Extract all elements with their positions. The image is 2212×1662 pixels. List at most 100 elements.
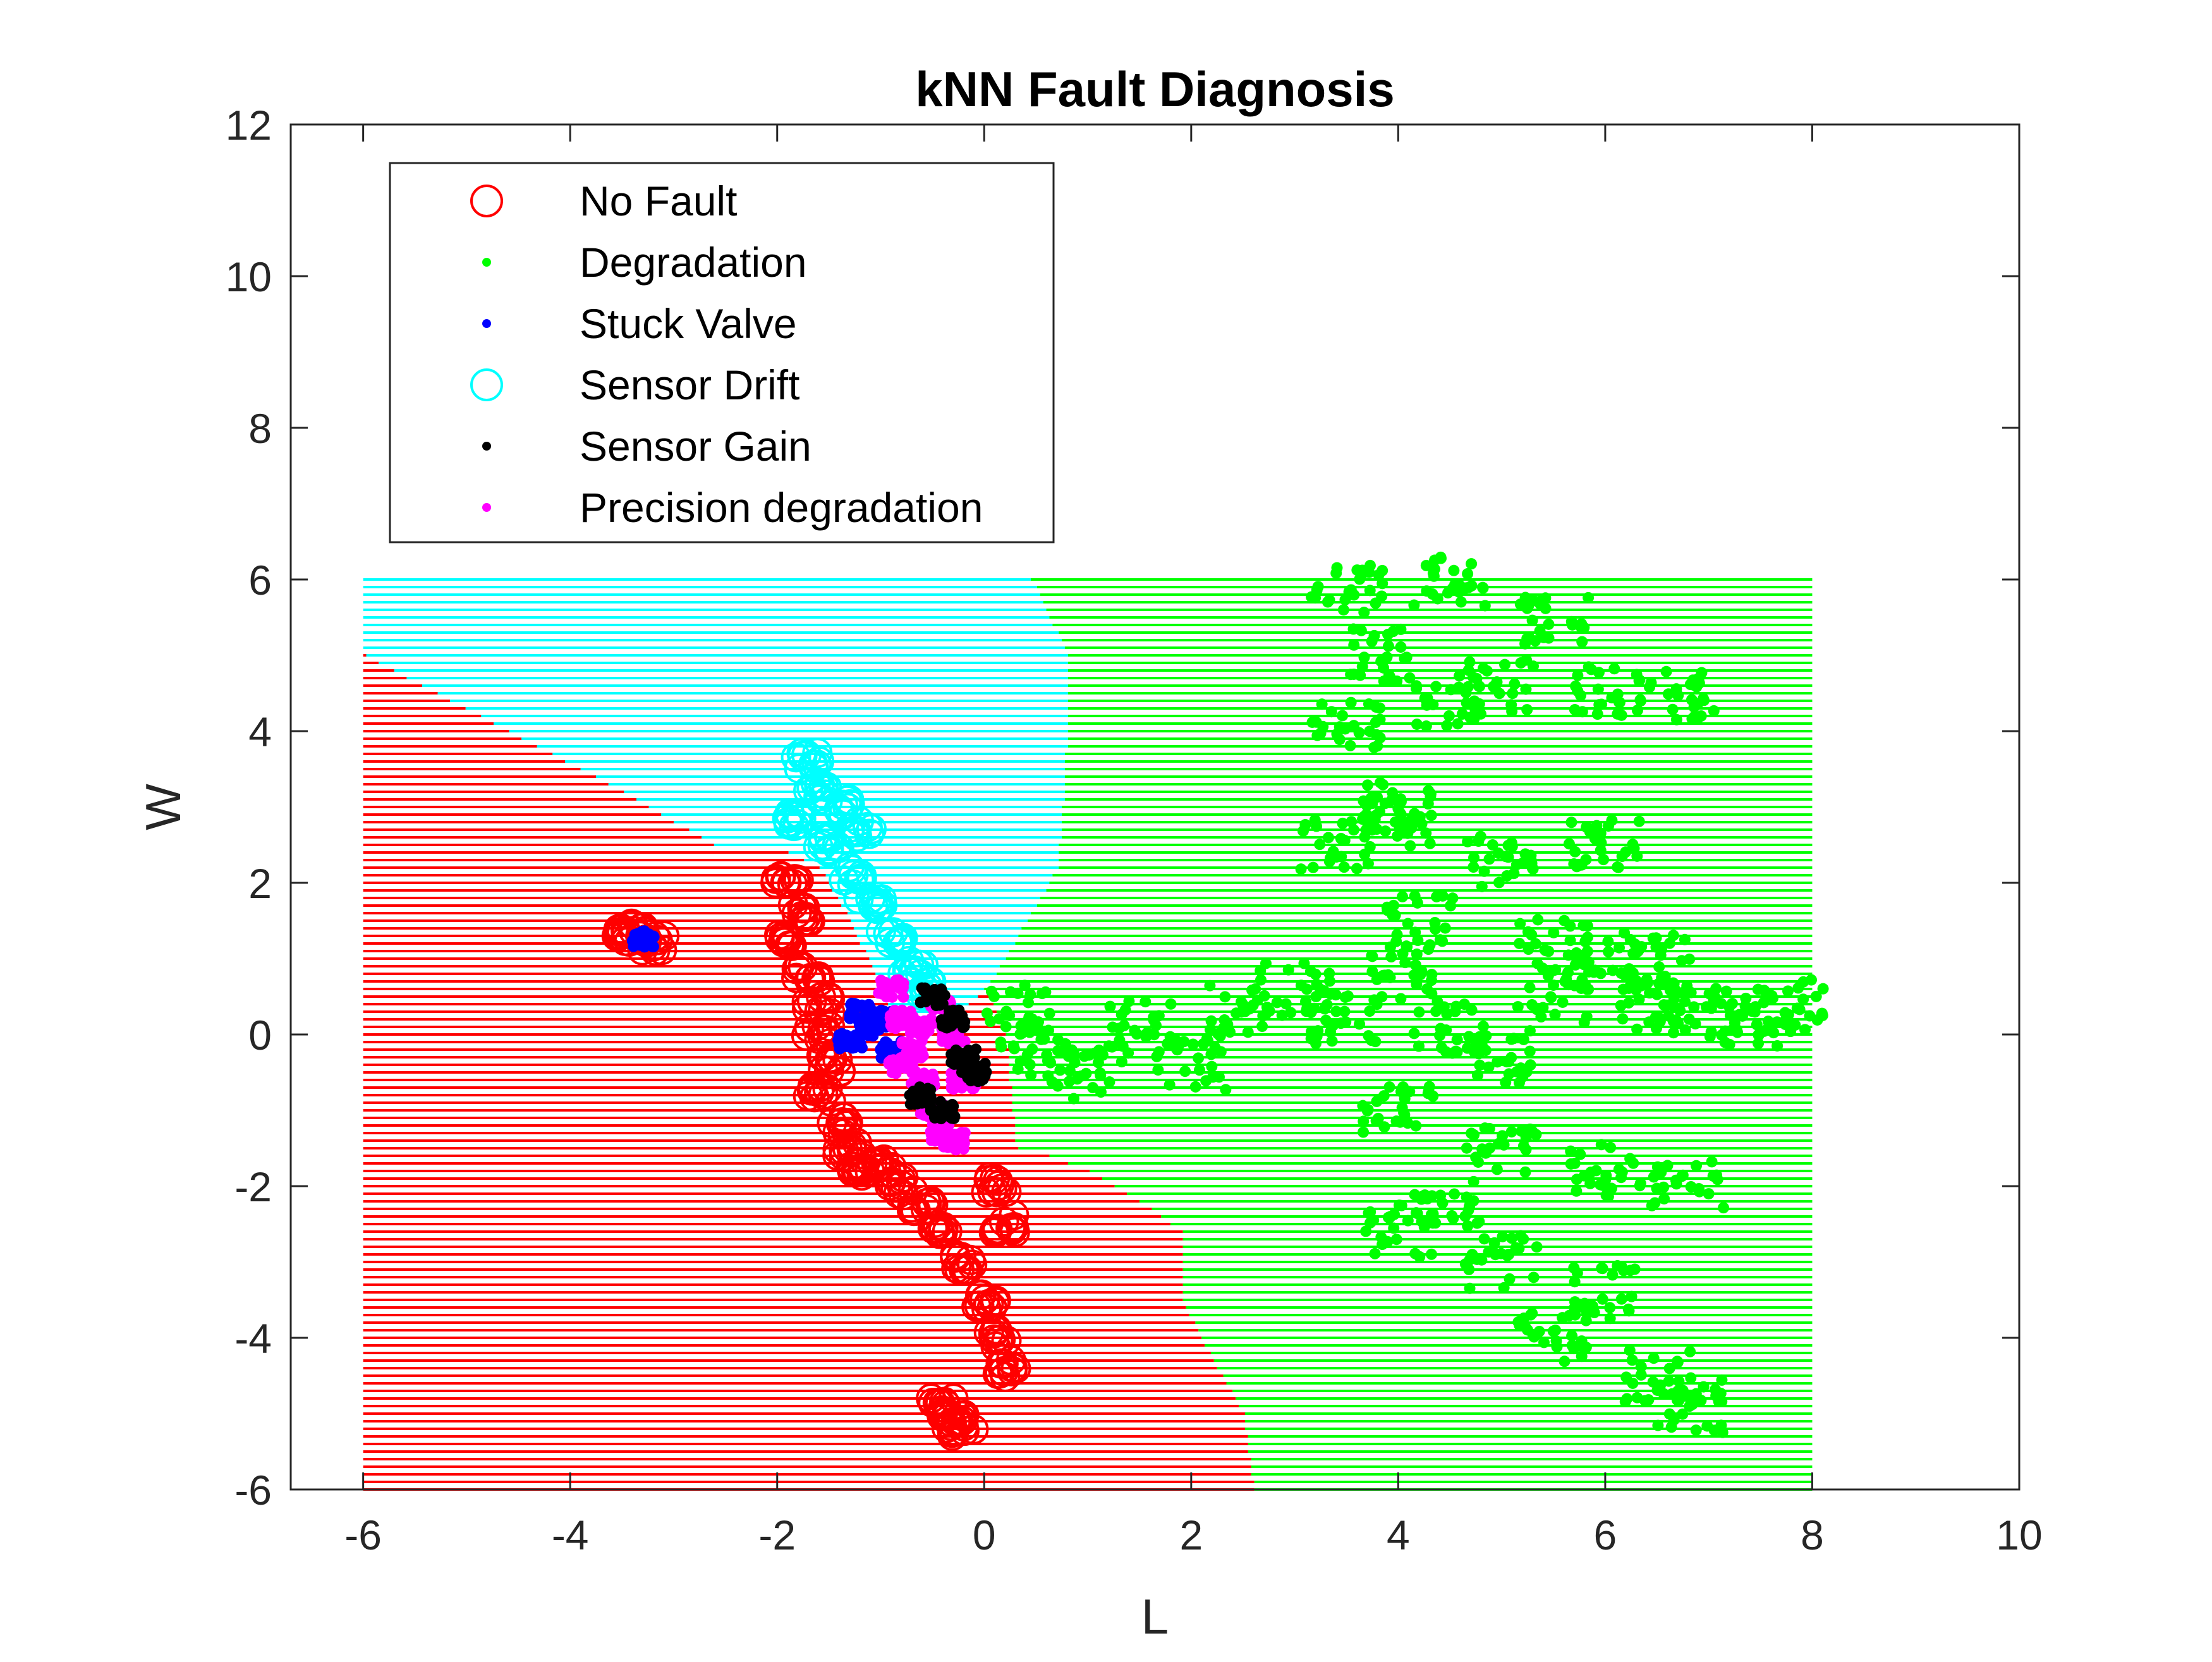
data-point: [977, 1073, 989, 1085]
data-point: [1310, 968, 1322, 980]
data-point: [1093, 1044, 1105, 1056]
data-point: [1771, 1040, 1784, 1052]
data-point: [1069, 1057, 1081, 1069]
data-point: [1351, 863, 1363, 875]
data-point: [941, 1253, 972, 1283]
data-point: [1549, 1009, 1561, 1021]
data-point: [1577, 1341, 1589, 1353]
data-point: [1379, 798, 1391, 810]
legend-marker-dot: [482, 319, 491, 328]
data-point: [1402, 1215, 1414, 1227]
x-tick-label: 8: [1801, 1512, 1824, 1558]
data-point: [1399, 652, 1411, 664]
data-point: [1720, 985, 1732, 997]
data-point: [1000, 1021, 1012, 1033]
data-point: [1385, 951, 1397, 963]
data-point: [1471, 1069, 1483, 1081]
data-point: [1509, 678, 1521, 690]
data-point: [1526, 999, 1538, 1011]
data-point: [1179, 1065, 1191, 1077]
data-point: [1626, 1354, 1638, 1366]
data-point: [1356, 660, 1368, 672]
data-point: [940, 1406, 971, 1437]
data-point: [767, 926, 798, 957]
data-point: [1679, 1024, 1691, 1036]
data-point: [1383, 1081, 1395, 1093]
data-point: [1595, 1179, 1607, 1191]
data-point: [957, 1249, 988, 1280]
data-point: [1435, 551, 1447, 563]
data-point: [1660, 665, 1672, 677]
data-point: [1029, 1019, 1041, 1031]
data-point: [783, 950, 814, 981]
data-point: [1424, 837, 1436, 849]
data-point: [924, 1095, 936, 1107]
data-point: [1514, 937, 1526, 949]
data-point: [888, 1162, 919, 1193]
data-point: [1691, 1160, 1703, 1172]
data-point: [1557, 996, 1569, 1008]
data-point: [1531, 1241, 1543, 1253]
data-point: [1662, 688, 1674, 700]
x-tick-label: 6: [1594, 1512, 1617, 1558]
data-point: [1658, 1181, 1670, 1193]
data-point: [1643, 1394, 1655, 1406]
data-point: [794, 1012, 825, 1043]
data-point: [1520, 1144, 1532, 1156]
data-point: [1580, 982, 1592, 994]
data-point: [1334, 721, 1346, 733]
data-point: [1140, 1031, 1152, 1043]
data-point: [1461, 1142, 1473, 1154]
data-point: [954, 1014, 966, 1026]
data-point: [1608, 663, 1620, 675]
data-point: [1492, 847, 1504, 859]
data-point: [1035, 1033, 1047, 1045]
data-point: [1012, 987, 1024, 999]
data-point: [1401, 941, 1413, 953]
data-point: [1653, 961, 1665, 973]
data-point: [1055, 1046, 1067, 1058]
data-point: [1280, 998, 1292, 1010]
data-point: [1323, 975, 1335, 987]
data-point: [1306, 716, 1318, 728]
data-point: [1298, 957, 1310, 969]
data-point: [1408, 599, 1420, 611]
data-point: [1500, 1076, 1512, 1088]
data-point: [1685, 1372, 1697, 1384]
data-point: [1635, 1369, 1647, 1381]
data-point: [1200, 1075, 1212, 1087]
data-point: [1668, 1001, 1680, 1013]
data-point: [1581, 1010, 1593, 1022]
data-point: [1483, 1246, 1495, 1258]
data-point: [1524, 1025, 1536, 1037]
data-point: [927, 1401, 957, 1432]
x-tick-label: -6: [344, 1512, 382, 1558]
data-point: [1476, 880, 1488, 892]
data-point: [1634, 674, 1646, 686]
data-point: [1479, 600, 1491, 612]
data-point: [1695, 1394, 1707, 1406]
data-point: [1364, 585, 1376, 597]
data-point: [1686, 1398, 1698, 1410]
data-point: [794, 906, 825, 937]
legend-label: Sensor Drift: [580, 361, 799, 408]
data-point: [1595, 827, 1607, 839]
x-tick-label: -4: [552, 1512, 589, 1558]
data-point: [1193, 1064, 1205, 1076]
y-tick-label: 2: [248, 860, 272, 907]
data-point: [1498, 1282, 1510, 1294]
data-point: [1353, 727, 1365, 739]
data-point: [1376, 590, 1388, 602]
legend-label: Degradation: [580, 239, 807, 286]
data-point: [1425, 1248, 1437, 1260]
data-point: [1251, 994, 1263, 1006]
data-point: [1463, 581, 1475, 593]
data-point: [638, 925, 650, 937]
data-point: [1515, 657, 1527, 669]
legend-marker-dot: [482, 503, 491, 512]
data-point: [1443, 710, 1455, 722]
data-point: [1508, 1033, 1520, 1045]
data-point: [1693, 1186, 1705, 1198]
data-point: [1320, 986, 1332, 998]
